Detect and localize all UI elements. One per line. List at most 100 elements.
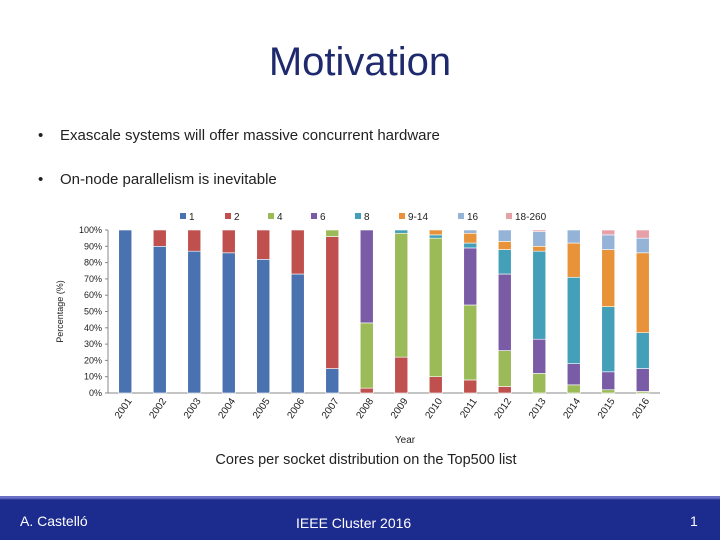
bar-segment <box>635 237 650 254</box>
bar-segment <box>463 232 478 244</box>
bar-segment <box>532 338 547 374</box>
y-tick-label: 40% <box>84 323 102 333</box>
bar-segment <box>359 229 374 324</box>
bar-segment <box>325 236 340 369</box>
legend-label: 16 <box>467 212 479 223</box>
bar-segment <box>601 389 616 394</box>
bar-segment <box>566 242 581 278</box>
bar-segment <box>394 229 409 234</box>
legend-label: 6 <box>320 212 326 223</box>
bar-segment <box>187 250 202 394</box>
bar-segment <box>566 384 581 394</box>
slide-title: Motivation <box>268 40 452 84</box>
bar-segment <box>635 332 650 369</box>
bar-segment <box>221 229 236 254</box>
bar-segment <box>497 350 512 387</box>
bar-segment <box>532 246 547 252</box>
x-tick-label: 2011 <box>458 396 480 420</box>
x-tick-label: 2014 <box>561 396 583 421</box>
bar-segment <box>601 234 616 250</box>
x-tick-label: 2005 <box>251 396 273 421</box>
bar-segment <box>394 356 409 394</box>
bar-segment <box>325 229 340 237</box>
bar-segment <box>152 229 167 247</box>
legend-swatch <box>458 213 464 219</box>
bar-segment <box>532 373 547 394</box>
bar-segment <box>463 304 478 381</box>
legend-swatch <box>355 213 361 219</box>
bar-segment <box>601 371 616 391</box>
y-tick-label: 10% <box>84 372 102 382</box>
footer-bar: A. Castelló IEEE Cluster 2016 1 <box>0 496 720 540</box>
x-tick-label: 2010 <box>423 396 445 421</box>
bar-segment <box>290 229 305 275</box>
legend-label: 2 <box>234 212 240 223</box>
bar-segment <box>601 229 616 236</box>
bar-segment <box>635 368 650 392</box>
bar-segment <box>256 259 271 394</box>
bullet-marker: • <box>38 171 44 188</box>
legend-label: 1 <box>189 212 195 223</box>
bullet-marker: • <box>38 127 44 144</box>
bar-segment <box>532 250 547 340</box>
bullet-text: Exascale systems will offer massive conc… <box>60 127 440 144</box>
bar-segment <box>152 246 167 394</box>
x-axis-title: Year <box>395 435 416 446</box>
bar-segment <box>532 229 547 232</box>
bar-segment <box>635 229 650 239</box>
legend-swatch <box>268 213 274 219</box>
page-number: 1 <box>690 513 698 529</box>
x-tick-label: 2003 <box>182 396 204 421</box>
bar-segment <box>428 229 443 236</box>
bar-segment <box>497 249 512 275</box>
bar-segment <box>497 273 512 351</box>
bar-segment <box>566 276 581 364</box>
legend-label: 18-260 <box>515 212 547 223</box>
bar-segment <box>463 379 478 394</box>
x-tick-label: 2016 <box>630 396 652 421</box>
x-tick-label: 2006 <box>285 396 307 421</box>
bar-segment <box>394 232 409 358</box>
bar-segment <box>463 247 478 306</box>
x-tick-label: 2013 <box>527 396 549 421</box>
bar-segment <box>601 249 616 307</box>
stacked-bar-chart: 0% 10% 20% 30% 40% 50% 60% 70% 80% 90% 100% Percent… <box>55 212 660 446</box>
y-tick-label: 70% <box>84 274 102 284</box>
x-tick-label: 2004 <box>216 396 238 421</box>
bar-segment <box>497 241 512 250</box>
y-tick-label: 20% <box>84 355 102 365</box>
footer-conference: IEEE Cluster 2016 <box>296 515 412 531</box>
bar-segment <box>497 229 512 242</box>
bar-segment <box>187 229 202 252</box>
y-axis-title: Percentage (%) <box>55 280 65 343</box>
x-tick-label: 2009 <box>389 396 411 421</box>
bar-segment <box>221 252 236 394</box>
y-tick-label: 60% <box>84 290 102 300</box>
y-tick-label: 80% <box>84 258 102 268</box>
x-tick-label: 2008 <box>354 396 376 421</box>
bar-segment <box>463 242 478 249</box>
legend-swatch <box>399 213 405 219</box>
y-tick-label: 0% <box>89 388 102 398</box>
x-tick-label: 2015 <box>596 396 618 421</box>
bar-segment <box>359 322 374 389</box>
bar-segment <box>635 252 650 333</box>
legend-swatch <box>506 213 512 219</box>
y-tick-label: 50% <box>84 307 102 317</box>
bar-segment <box>532 231 547 247</box>
bar-segment <box>566 363 581 386</box>
legend-swatch <box>180 213 186 219</box>
bar-segment <box>256 229 271 260</box>
chart-caption: Cores per socket distribution on the Top… <box>215 452 517 468</box>
bullet-text: On-node parallelism is inevitable <box>60 171 277 188</box>
bar-segment <box>566 229 581 244</box>
x-tick-label: 2002 <box>147 396 169 421</box>
bar-segment <box>601 306 616 373</box>
legend-swatch <box>225 213 231 219</box>
bar-segment <box>428 376 443 394</box>
legend-label: 9-14 <box>408 212 428 223</box>
x-tick-label: 2001 <box>113 396 135 421</box>
footer-author: A. Castelló <box>20 513 88 529</box>
y-tick-label: 100% <box>79 225 102 235</box>
bullet-item: • On-node parallelism is inevitable <box>38 171 277 188</box>
